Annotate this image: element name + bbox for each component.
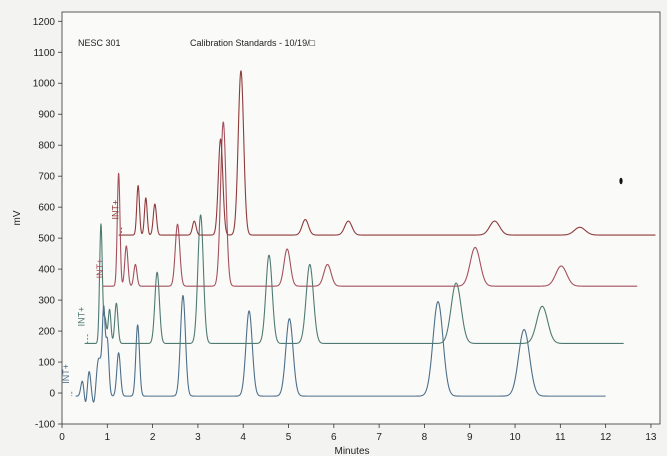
x-tick-label: 0 bbox=[59, 432, 65, 443]
x-tick-label: 1 bbox=[105, 432, 111, 443]
x-tick-label: 5 bbox=[286, 432, 292, 443]
y-tick-label: 1200 bbox=[33, 17, 56, 28]
y-tick-label: 400 bbox=[38, 265, 55, 276]
x-tick-label: 12 bbox=[600, 432, 612, 443]
chromatogram-trace-2 bbox=[84, 214, 624, 345]
header-left-text: NESC 301 bbox=[78, 38, 121, 48]
chromatogram-trace-3 bbox=[102, 121, 638, 287]
chromatogram-trace-4 bbox=[118, 70, 656, 236]
y-tick-label: 200 bbox=[38, 327, 55, 338]
x-tick-label: 2 bbox=[150, 432, 156, 443]
int-marker-label: INT+ bbox=[61, 364, 71, 384]
chromatogram-trace-1 bbox=[75, 294, 606, 403]
y-tick-label: 500 bbox=[38, 234, 55, 245]
y-tick-label: 600 bbox=[38, 203, 55, 214]
x-tick-label: 6 bbox=[331, 432, 337, 443]
int-marker-label: INT+ bbox=[77, 307, 87, 327]
y-tick-label: 100 bbox=[38, 358, 55, 369]
int-marker-label: INT+ bbox=[95, 259, 105, 279]
x-tick-label: 4 bbox=[240, 432, 246, 443]
x-tick-label: 8 bbox=[422, 432, 428, 443]
series-layer bbox=[75, 70, 656, 403]
y-tick-label: 300 bbox=[38, 296, 55, 307]
y-tick-label: 700 bbox=[38, 172, 55, 183]
x-axis-title: Minutes bbox=[334, 446, 369, 456]
y-tick-label: 0 bbox=[49, 389, 55, 400]
y-tick-label: 900 bbox=[38, 110, 55, 121]
x-tick-label: 7 bbox=[376, 432, 382, 443]
x-tick-label: 9 bbox=[467, 432, 473, 443]
y-tick-label: -100 bbox=[35, 420, 55, 431]
x-tick-label: 3 bbox=[195, 432, 201, 443]
x-tick-label: 13 bbox=[645, 432, 657, 443]
header-right-text: Calibration Standards - 10/19/□ bbox=[190, 38, 316, 48]
x-axis: 0 1 2 3 4 5 6 7 8 9 10 11 12 13 bbox=[59, 424, 657, 443]
plot-area bbox=[61, 11, 661, 425]
y-axis: -100 0 100 200 300 400 500 600 700 800 900 1000 1100… bbox=[33, 17, 62, 431]
ink-dot bbox=[619, 177, 623, 185]
y-tick-label: 800 bbox=[38, 141, 55, 152]
y-tick-label: 1100 bbox=[33, 48, 55, 59]
y-tick-label: 1000 bbox=[33, 79, 56, 90]
x-tick-label: 10 bbox=[509, 432, 521, 443]
int-marker-label: INT+ bbox=[111, 200, 121, 220]
y-axis-title: mV bbox=[12, 210, 23, 225]
marker-layer: INT+ INT+ INT+ INT+ bbox=[61, 200, 123, 397]
x-tick-label: 11 bbox=[555, 432, 566, 443]
